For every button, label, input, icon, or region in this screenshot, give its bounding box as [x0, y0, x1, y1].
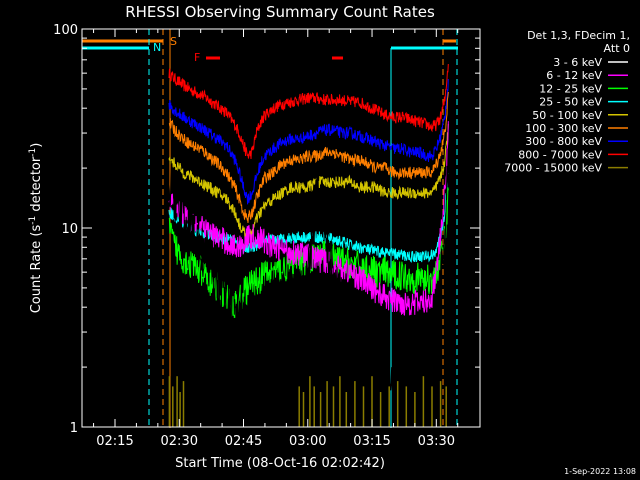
legend-entry-label: 25 - 50 keV [539, 96, 602, 109]
legend-header-2: Att 0 [604, 42, 630, 55]
series-3-6-kev [168, 150, 449, 422]
x-tick-label: 03:15 [353, 434, 390, 449]
y-axis-label-end: ) [29, 143, 44, 148]
x-tick-label: 02:30 [161, 434, 198, 449]
footer-timestamp: 1-Sep-2022 13:08 [564, 467, 636, 476]
x-axis-label: Start Time (08-Oct-16 02:02:42) [175, 456, 385, 471]
legend-entry-label: 12 - 25 keV [539, 82, 602, 95]
legend-entry-label: 7000 - 15000 keV [504, 162, 602, 175]
legend-entry-label: 300 - 800 keV [525, 135, 602, 148]
y-axis-label-main: Count Rate (s [29, 225, 44, 314]
flag-label-f: F [194, 51, 200, 64]
y-axis-label: Count Rate (s-1 detector-1) [28, 143, 44, 314]
series-300-800-kev [168, 78, 449, 205]
series-layer [168, 63, 449, 427]
y-tick-label: 100 [53, 23, 78, 38]
x-tick-label: 03:30 [418, 434, 455, 449]
legend-entry-label: 50 - 100 keV [532, 109, 602, 122]
y-tick-label: 1 [70, 421, 78, 436]
legend-entry-label: 3 - 6 keV [553, 56, 602, 69]
series-800-7000-kev [168, 63, 449, 160]
axes-layer: 02:15 02:30 02:45 03:00 03:15 03:30 1 10 100 [53, 23, 480, 449]
legend-header-1: Det 1,3, FDecim 1, [527, 29, 630, 42]
x-tick-label: 02:45 [225, 434, 262, 449]
legend-entry-label: 6 - 12 keV [546, 69, 602, 82]
legend-entry-label: 100 - 300 keV [525, 122, 602, 135]
x-tick-label: 02:15 [96, 434, 133, 449]
chart-title: RHESSI Observing Summary Count Rates [125, 3, 435, 21]
x-tick-label: 03:00 [289, 434, 326, 449]
series-50-100-kev [168, 123, 449, 242]
y-axis-label-sup2: -1 [28, 148, 38, 157]
series-100-300-kev [168, 91, 449, 223]
legend-entry-label: 800 - 7000 keV [518, 148, 602, 161]
y-axis-label-sup1: -1 [28, 216, 38, 225]
flag-label-s: S [170, 35, 177, 48]
y-axis-label-mid: detector [29, 156, 44, 216]
y-tick-label: 10 [61, 222, 78, 237]
flag-label-n: N [153, 41, 161, 54]
